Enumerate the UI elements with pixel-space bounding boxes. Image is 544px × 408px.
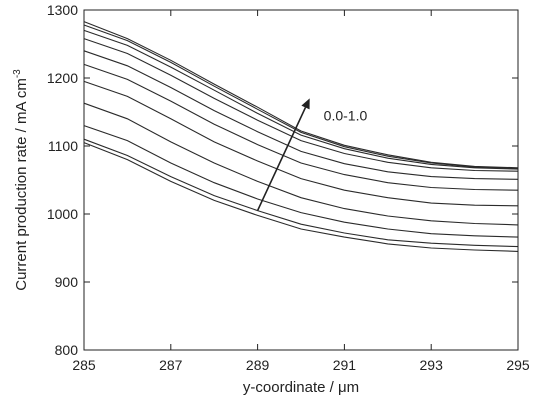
annotation-group: 0.0-1.0 bbox=[256, 98, 368, 211]
series-group bbox=[83, 21, 519, 252]
ticks-group: 285 287 289 291 293 295 800 900 1000 1100 1200 1300 bbox=[47, 2, 530, 373]
y-tick-label: 1200 bbox=[47, 70, 78, 86]
y-tick-label: 1000 bbox=[47, 206, 78, 222]
x-axis-label: y-coordinate / μm bbox=[243, 379, 359, 396]
series-line-9 bbox=[83, 29, 519, 170]
x-tick-label: 291 bbox=[333, 357, 357, 373]
series-line-5 bbox=[83, 80, 519, 207]
y-axis-label-main: Current production rate / mA cm bbox=[13, 78, 30, 291]
series-line-10 bbox=[83, 24, 519, 169]
y-tick-label: 800 bbox=[55, 342, 79, 358]
series-line-3 bbox=[83, 125, 519, 238]
y-tick-label: 1100 bbox=[48, 138, 78, 154]
x-tick-label: 295 bbox=[506, 357, 530, 373]
y-tick-label: 1300 bbox=[47, 2, 78, 18]
annotation-arrow bbox=[256, 107, 307, 211]
x-tick-label: 289 bbox=[246, 357, 270, 373]
series-line-1 bbox=[83, 142, 519, 252]
y-axis-label: Current production rate / mA cm-3 bbox=[12, 69, 30, 291]
y-axis-label-superscript: -3 bbox=[12, 69, 23, 78]
series-line-11 bbox=[83, 21, 519, 169]
series-line-4 bbox=[83, 102, 519, 226]
series-line-2 bbox=[83, 138, 519, 248]
series-line-7 bbox=[83, 50, 519, 180]
annotation-label: 0.0-1.0 bbox=[324, 107, 368, 123]
series-line-8 bbox=[83, 38, 519, 172]
x-tick-label: 287 bbox=[159, 357, 183, 373]
x-tick-label: 293 bbox=[420, 357, 444, 373]
y-tick-label: 900 bbox=[55, 274, 79, 290]
annotation-arrowhead bbox=[301, 98, 310, 110]
series-line-6 bbox=[83, 63, 519, 191]
x-tick-label: 285 bbox=[72, 357, 96, 373]
plot-frame bbox=[83, 9, 519, 351]
